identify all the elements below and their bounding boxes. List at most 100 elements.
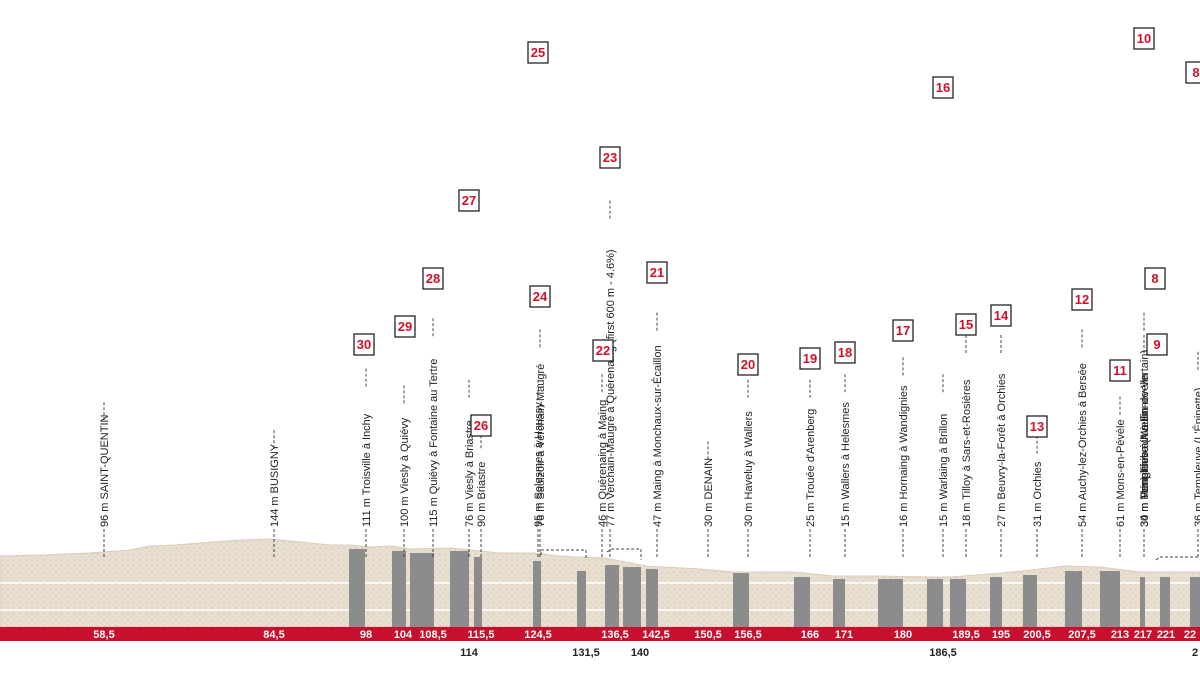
km-bottom-1: 131,5 bbox=[572, 647, 600, 659]
place-label-viesly-quievy: 100 m Viesly à Quiévy bbox=[399, 417, 411, 527]
svg-text:10: 10 bbox=[1137, 31, 1151, 46]
cobble-block-2 bbox=[410, 553, 434, 627]
km-bottom-4: 2 bbox=[1192, 647, 1198, 659]
cobble-block-18 bbox=[1065, 571, 1082, 627]
svg-text:13: 13 bbox=[1030, 419, 1044, 434]
km-top-6: 124,5 bbox=[524, 629, 552, 641]
km-top-8: 142,5 bbox=[642, 629, 670, 641]
svg-text:8: 8 bbox=[1151, 271, 1158, 286]
place-label-busigny: 144 m BUSIGNY bbox=[269, 443, 281, 527]
sector-box-15-15: 15 bbox=[955, 313, 977, 336]
km-top-15: 195 bbox=[992, 629, 1010, 641]
svg-text:24: 24 bbox=[533, 289, 548, 304]
place-label-briastre: 90 m Briastre bbox=[476, 462, 488, 527]
svg-text:26: 26 bbox=[474, 418, 488, 433]
km-top-20: 221 bbox=[1157, 629, 1175, 641]
km-top-0: 58,5 bbox=[93, 629, 114, 641]
place-label-merignies: 34 m Mérignies à Avelin bbox=[1139, 410, 1151, 527]
cobble-block-15 bbox=[950, 579, 966, 627]
km-top-21: 22 bbox=[1184, 629, 1196, 641]
svg-text:16: 16 bbox=[936, 80, 950, 95]
km-top-2: 98 bbox=[360, 629, 372, 641]
sector-box-23-7: 23 bbox=[599, 146, 621, 169]
place-label-templeuve-epinette: 36 m Templeuve (L'Épinette) bbox=[1192, 388, 1200, 527]
place-label-auchy: 54 m Auchy-lez-Orchies à Bersée bbox=[1077, 363, 1089, 527]
svg-text:27: 27 bbox=[462, 193, 476, 208]
sector-box-27-3: 27 bbox=[458, 189, 480, 212]
km-top-11: 166 bbox=[801, 629, 819, 641]
place-label-saulzoir: 76 m Saulzoir à Verchain-Maugré bbox=[535, 364, 547, 527]
svg-text:29: 29 bbox=[398, 319, 412, 334]
cobble-block-12 bbox=[833, 579, 845, 627]
cobble-block-17 bbox=[1023, 575, 1037, 627]
km-top-18: 213 bbox=[1111, 629, 1129, 641]
sector-box-22-8: 22 bbox=[592, 339, 614, 362]
km-band bbox=[0, 627, 1200, 641]
place-label-warlaing: 15 m Warlaing à Brillon bbox=[938, 414, 950, 527]
dashed-connectors bbox=[540, 548, 1200, 561]
sector-box-24-6: 24 bbox=[529, 285, 551, 308]
km-top-3: 104 bbox=[394, 629, 413, 641]
km-top-labels: 58,5 84,5 98 104 108,5 115,5 124,5 136,5 142,5 15… bbox=[93, 629, 1196, 641]
svg-text:18: 18 bbox=[838, 345, 852, 360]
km-top-10: 156,5 bbox=[734, 629, 762, 641]
sector-box-30-0: 30 bbox=[353, 333, 375, 356]
km-top-19: 217 bbox=[1134, 629, 1152, 641]
sector-box-28-2: 28 bbox=[422, 267, 444, 290]
km-top-14: 189,5 bbox=[952, 629, 980, 641]
cobble-block-3 bbox=[450, 551, 469, 627]
km-top-13: 180 bbox=[894, 629, 912, 641]
sector-box-13-17: 13 bbox=[1026, 415, 1048, 438]
cobble-block-8 bbox=[623, 567, 641, 627]
km-top-16: 200,5 bbox=[1023, 629, 1051, 641]
svg-text:20: 20 bbox=[741, 357, 755, 372]
cobble-block-11 bbox=[794, 577, 810, 627]
place-label-pont-thibault: 34 m Pont-Thibault à Ennevelin bbox=[1139, 374, 1151, 527]
sector-box-10-20: 10 bbox=[1133, 27, 1155, 50]
sector-box-12-18: 12 bbox=[1071, 288, 1093, 311]
place-label-troisville: 111 m Troisville à Inchy bbox=[361, 413, 373, 527]
cobble-block-21 bbox=[1160, 577, 1170, 627]
km-top-9: 150,5 bbox=[694, 629, 722, 641]
sector-box-18-12: 18 bbox=[834, 341, 856, 364]
cobble-block-9 bbox=[646, 569, 658, 627]
cobble-block-16 bbox=[990, 577, 1002, 627]
cobble-block-4 bbox=[474, 557, 482, 627]
place-label-verchain: 77 m Verchain-Maugré à Quérenaing (first… bbox=[605, 249, 617, 527]
cobble-block-20 bbox=[1140, 577, 1145, 627]
svg-text:21: 21 bbox=[650, 265, 664, 280]
cobble-block-10 bbox=[733, 573, 749, 627]
sector-box-16-14: 16 bbox=[932, 76, 954, 99]
place-label-quievy-fontaine: 115 m Quiévy à Fontaine au Tertre bbox=[428, 359, 440, 527]
place-label-denain: 30 m DENAIN bbox=[703, 458, 715, 527]
place-label-maing: 47 m Maing à Monchaux-sur-Écaillon bbox=[651, 345, 664, 527]
sector-box-19-11: 19 bbox=[799, 347, 821, 370]
place-label-beuvry: 27 m Beuvry-la-Forêt à Orchies bbox=[996, 373, 1008, 527]
cobble-block-0 bbox=[349, 549, 365, 627]
svg-text:9: 9 bbox=[1153, 337, 1160, 352]
svg-text:19: 19 bbox=[803, 351, 817, 366]
place-label-querenaing: 46 m Quérenaing à Maing bbox=[597, 400, 609, 527]
sector-boxes: 30 29 28 27 26 25 24 23 22 21 20 19 18 17 16 15 14 13 12 11… bbox=[353, 27, 1200, 438]
km-top-7: 136,5 bbox=[601, 629, 629, 641]
svg-text:17: 17 bbox=[896, 323, 910, 338]
place-label-arenberg: 25 m Trouée d'Arenberg bbox=[805, 409, 817, 527]
sector-box-8-23: 8 bbox=[1185, 61, 1200, 84]
place-label-orchies: 31 m Orchies bbox=[1032, 461, 1044, 527]
cobbles-group bbox=[349, 549, 1200, 627]
cobble-block-13 bbox=[878, 579, 903, 627]
cobble-block-1 bbox=[392, 551, 406, 627]
svg-text:25: 25 bbox=[531, 45, 545, 60]
svg-text:30: 30 bbox=[357, 337, 371, 352]
sector-box-17-13: 17 bbox=[892, 319, 914, 342]
svg-text:15: 15 bbox=[959, 317, 973, 332]
km-bottom-labels: 114 131,5 140 186,5 2 bbox=[460, 647, 1198, 659]
cobble-block-14 bbox=[927, 579, 943, 627]
sector-box-21-9: 21 bbox=[646, 261, 668, 284]
sector-box-25-5: 25 bbox=[527, 41, 549, 64]
sector-box-11-19: 11 bbox=[1109, 359, 1131, 382]
sector-box-8-22: 8 bbox=[1144, 267, 1166, 290]
km-top-12: 171 bbox=[835, 629, 853, 641]
